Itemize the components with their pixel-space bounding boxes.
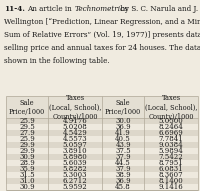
Text: 5.0500: 5.0500: [159, 117, 183, 125]
Text: 44.5: 44.5: [115, 159, 131, 167]
Text: 8.3607: 8.3607: [159, 171, 183, 179]
Bar: [6, 166, 198, 172]
Bar: [6, 130, 198, 136]
Text: 8.7951: 8.7951: [159, 159, 183, 167]
Text: An article in: An article in: [27, 5, 74, 13]
Bar: [6, 172, 198, 178]
Bar: [6, 124, 198, 130]
Text: Sum of Relative Errors” (Vol. 19, 1977)] presents data on the: Sum of Relative Errors” (Vol. 19, 1977)]…: [4, 31, 200, 39]
Text: 4.5429: 4.5429: [63, 129, 87, 137]
Text: 5.6039: 5.6039: [63, 159, 87, 167]
Text: Sale
Price/1000: Sale Price/1000: [105, 99, 141, 116]
Bar: [6, 160, 198, 166]
Text: 5.9894: 5.9894: [159, 147, 183, 155]
Text: 45.8: 45.8: [115, 183, 131, 191]
Text: 5.3003: 5.3003: [63, 171, 87, 179]
Text: Sale
Price/1000: Sale Price/1000: [9, 99, 45, 116]
Text: Wellington [“Prediction, Linear Regression, and a Minimum: Wellington [“Prediction, Linear Regressi…: [4, 18, 200, 26]
Text: 6.6969: 6.6969: [159, 129, 183, 137]
Text: 7.7841: 7.7841: [159, 135, 183, 143]
Text: 8.1400: 8.1400: [159, 177, 183, 185]
Bar: [6, 118, 198, 124]
Text: Technometrics: Technometrics: [75, 5, 129, 13]
Text: Taxes
(Local, School),
County)/1000: Taxes (Local, School), County)/1000: [49, 94, 101, 121]
Text: 5.8282: 5.8282: [63, 165, 87, 173]
Text: 30.0: 30.0: [115, 117, 131, 125]
Bar: [6, 178, 198, 184]
Text: 31.0: 31.0: [19, 177, 35, 185]
Text: 29.5: 29.5: [19, 123, 35, 131]
Text: shown in the following table.: shown in the following table.: [4, 57, 110, 65]
Text: 6.0831: 6.0831: [159, 165, 183, 173]
Text: 5.9592: 5.9592: [63, 183, 87, 191]
Text: 9.1416: 9.1416: [159, 183, 183, 191]
Text: Taxes
(Local, School),
County)/1000: Taxes (Local, School), County)/1000: [145, 94, 197, 121]
Bar: [6, 154, 198, 160]
Text: 7.5422: 7.5422: [159, 153, 183, 161]
Text: 31.5: 31.5: [19, 171, 35, 179]
Bar: [6, 96, 198, 118]
Text: 3.8910: 3.8910: [63, 147, 87, 155]
Text: 35.9: 35.9: [19, 165, 35, 173]
Text: 25.9: 25.9: [19, 135, 35, 143]
Bar: [6, 142, 198, 148]
Text: 29.9: 29.9: [19, 147, 35, 155]
Text: 37.9: 37.9: [115, 165, 131, 173]
Text: 30.9: 30.9: [19, 153, 35, 161]
Bar: [6, 184, 198, 190]
Bar: [6, 136, 198, 142]
Text: 28.9: 28.9: [19, 159, 35, 167]
Text: 37.5: 37.5: [115, 147, 131, 155]
Text: 11-4.: 11-4.: [4, 5, 25, 13]
Text: 9.0384: 9.0384: [159, 141, 183, 149]
Text: 5.8980: 5.8980: [63, 153, 87, 161]
Text: 37.9: 37.9: [115, 153, 131, 161]
Text: 27.9: 27.9: [19, 129, 35, 137]
Text: 4.5573: 4.5573: [63, 135, 87, 143]
Text: 29.9: 29.9: [19, 141, 35, 149]
Text: 40.5: 40.5: [115, 135, 131, 143]
Text: 38.9: 38.9: [115, 171, 131, 179]
Text: 25.9: 25.9: [19, 117, 35, 125]
Text: 5.0597: 5.0597: [63, 141, 87, 149]
Text: 43.9: 43.9: [115, 141, 131, 149]
Bar: [6, 148, 198, 154]
Text: 8.2464: 8.2464: [159, 123, 183, 131]
Text: 41.9: 41.9: [115, 129, 131, 137]
Text: selling price and annual taxes for 24 houses. The data are: selling price and annual taxes for 24 ho…: [4, 44, 200, 52]
Text: 36.9: 36.9: [115, 177, 131, 185]
Text: 4.9176: 4.9176: [63, 117, 87, 125]
Text: 6.2712: 6.2712: [63, 177, 87, 185]
Text: by S. C. Narula and J. F.: by S. C. Narula and J. F.: [118, 5, 200, 13]
Text: 36.9: 36.9: [115, 123, 131, 131]
Text: 30.9: 30.9: [19, 183, 35, 191]
Text: 5.0208: 5.0208: [63, 123, 87, 131]
